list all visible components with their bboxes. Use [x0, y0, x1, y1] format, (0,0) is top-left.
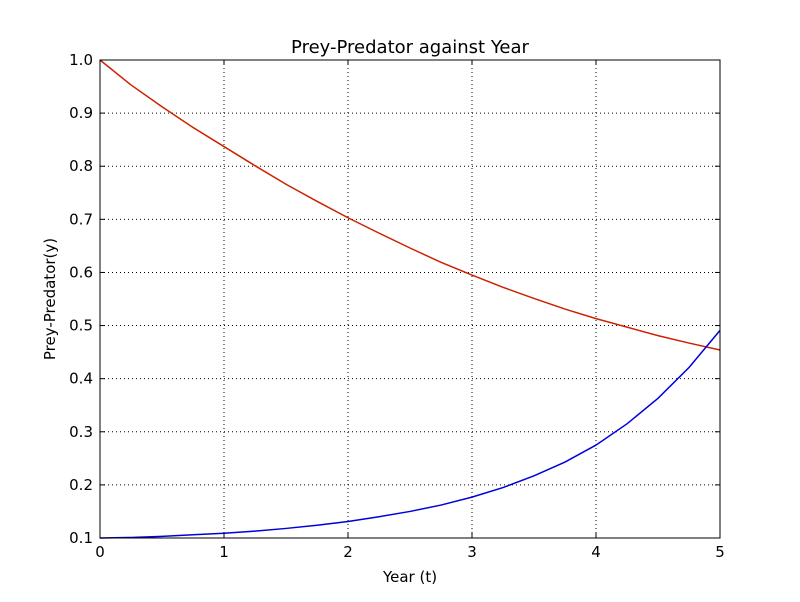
y-tick-label: 0.3 — [69, 423, 93, 441]
y-tick-label: 0.1 — [69, 529, 93, 547]
y-tick-label: 0.5 — [69, 317, 93, 335]
y-tick-label: 1.0 — [69, 51, 93, 69]
y-tick-label: 0.6 — [69, 263, 93, 281]
y-tick-label: 0.9 — [69, 104, 93, 122]
x-tick-label: 4 — [591, 543, 601, 561]
series-line-1 — [99, 59, 721, 351]
x-tick-label: 1 — [219, 543, 229, 561]
y-tick-label: 0.7 — [69, 210, 93, 228]
x-tick-label: 0 — [95, 543, 105, 561]
x-axis-label: Year (t) — [382, 568, 437, 586]
x-tick-label: 3 — [467, 543, 477, 561]
series-layer — [99, 59, 721, 539]
plot-frame — [99, 59, 721, 539]
x-tick-label: 5 — [715, 543, 725, 561]
chart-title: Prey-Predator against Year — [291, 37, 529, 58]
y-axis-label: Prey-Predator(y) — [41, 238, 59, 360]
y-tick-label: 0.4 — [69, 370, 93, 388]
y-tick-label: 0.2 — [69, 476, 93, 494]
series-line-2 — [99, 329, 721, 539]
ticks: 0 1 2 3 4 5 0.1 0.2 0.3 0.4 0.5 0.6 0.7 0.8 0.9 1.0 — [69, 51, 725, 561]
y-tick-label: 0.8 — [69, 157, 93, 175]
x-tick-label: 2 — [343, 543, 353, 561]
grid — [100, 60, 720, 538]
